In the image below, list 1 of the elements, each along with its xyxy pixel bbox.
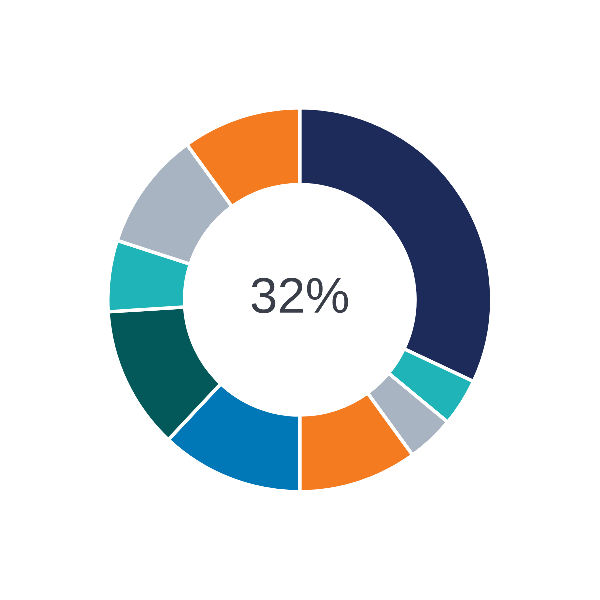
- text: 32%: [252, 278, 348, 314]
